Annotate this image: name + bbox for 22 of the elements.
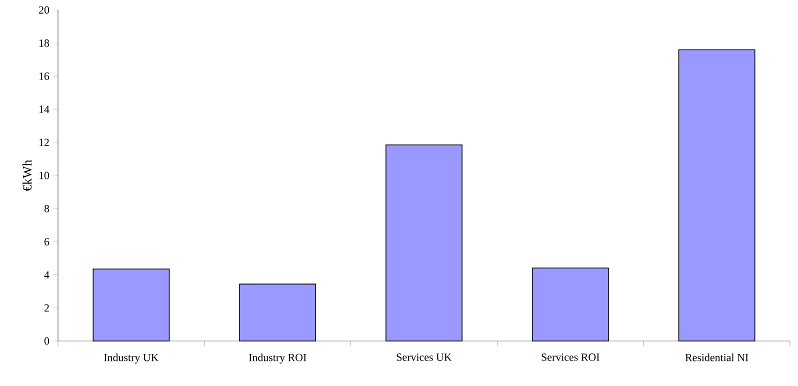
x-tick-label: Services ROI — [542, 354, 600, 361]
x-tick-label: Industry UK — [104, 354, 159, 364]
bar — [239, 284, 316, 342]
y-tick-label: 20 — [39, 6, 50, 14]
x-tick-label: Residential NI — [685, 354, 748, 362]
bar — [532, 268, 609, 342]
y-tick-label: 0 — [44, 337, 50, 345]
y-axis-title: €kWh — [22, 160, 32, 192]
y-tick-label: 4 — [44, 271, 50, 278]
bar — [386, 144, 462, 342]
y-tick-label: 16 — [39, 72, 50, 80]
y-tick-label: 10 — [39, 172, 50, 180]
x-tick-label: Services UK — [396, 354, 452, 361]
y-tick-label: 6 — [44, 238, 50, 246]
bar — [92, 268, 170, 342]
x-tick-label: Industry ROI — [248, 354, 306, 364]
y-tick-label: 8 — [44, 204, 50, 212]
y-tick-label: 12 — [39, 138, 49, 146]
y-tick-label: 2 — [44, 304, 49, 312]
y-tick-label: 14 — [39, 106, 50, 113]
y-tick-label: 18 — [39, 39, 50, 47]
bar — [678, 49, 756, 342]
